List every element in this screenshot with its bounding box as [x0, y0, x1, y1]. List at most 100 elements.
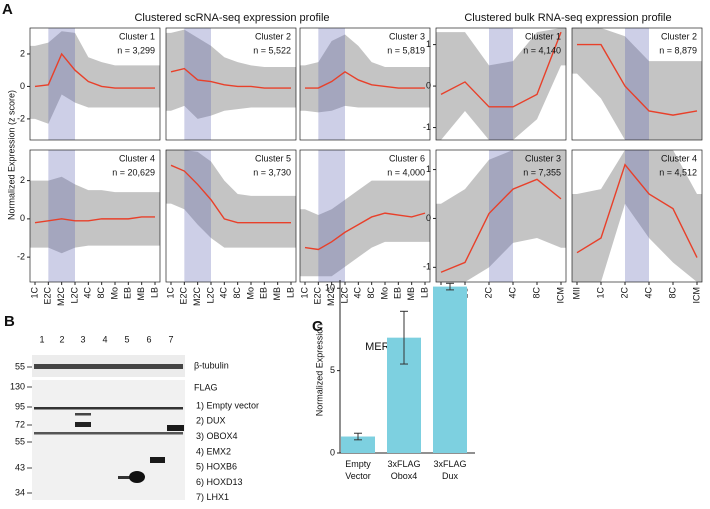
highlight: [48, 28, 75, 140]
y-tick-label: 10: [325, 283, 335, 293]
plot-frame: [435, 27, 567, 141]
blot-band: [150, 457, 165, 463]
x-tick-label: LB: [285, 287, 295, 298]
cluster-count: n = 20,629: [112, 167, 155, 177]
label-line: 3xFLAG: [433, 459, 466, 469]
plot-frame: [29, 149, 161, 283]
range-band: [436, 28, 566, 140]
highlight: [184, 150, 211, 282]
cluster-count: n = 5,522: [253, 45, 291, 55]
x-tick-label: 4C: [219, 287, 229, 299]
label-line: Vector: [345, 471, 371, 481]
highlight: [489, 28, 513, 140]
sample-label: 7) LHX1: [196, 492, 229, 502]
plot-frame: [299, 149, 431, 283]
x-tick-label: 8C: [96, 287, 106, 299]
x-tick-label: MB: [406, 287, 416, 301]
plot: [300, 28, 430, 140]
plot-frame: [165, 149, 297, 283]
marker-label: 55: [15, 436, 25, 446]
plot: [166, 150, 296, 282]
highlight: [625, 150, 649, 282]
panel-label: A: [2, 1, 13, 18]
x-tick-label: 4C: [83, 287, 93, 299]
x-tick-label: M2C: [192, 287, 202, 307]
mean-line: [577, 43, 698, 116]
x-tick-label: E2C: [313, 287, 323, 305]
blot-band: [34, 432, 183, 435]
range-band: [436, 150, 566, 282]
cluster-title: Cluster 3: [389, 31, 425, 41]
mean-line: [305, 70, 425, 89]
y-tick-label: -1: [423, 122, 431, 132]
blot-band: [118, 476, 132, 479]
lane-label: 7: [168, 334, 173, 344]
x-tick-label: 2C: [619, 287, 629, 299]
mean-line: [440, 31, 562, 108]
x-tick-label: 4C: [507, 287, 517, 299]
mean-line: [34, 52, 155, 89]
marker-label: 43: [15, 462, 25, 472]
cluster-count: n = 3,730: [253, 167, 291, 177]
x-tick-label: L2C: [69, 287, 79, 304]
x-tick-label: LB: [149, 287, 159, 298]
section-title: Clustered bulk RNA-seq expression profil…: [464, 12, 671, 24]
y-tick-label: 2: [20, 175, 25, 185]
x-tick-label: EB: [393, 287, 403, 299]
cluster-title: Cluster 6: [389, 153, 425, 163]
cluster-count: n = 4,140: [523, 45, 561, 55]
x-tick-label: 1C: [299, 287, 309, 299]
marker-label: 34: [15, 487, 25, 497]
cluster-title: Cluster 5: [255, 153, 291, 163]
x-tick-label: Mo: [245, 287, 255, 300]
y-tick-label: 0: [20, 81, 25, 91]
plot: [300, 150, 430, 282]
y-tick-label: 0: [426, 80, 431, 90]
y-axis-label: Normalized Expression (z score): [6, 90, 16, 220]
sample-label: 2) DUX: [196, 416, 226, 426]
mean-line: [576, 163, 698, 258]
label-line: Empty: [345, 459, 371, 469]
x-tick-label: L2C: [339, 287, 349, 304]
y-tick-label: 5: [330, 365, 335, 375]
highlight: [489, 150, 513, 282]
x-tick-label: ICM: [691, 287, 701, 304]
plot-frame: [435, 149, 567, 283]
highlight: [318, 150, 345, 282]
cluster-title: Cluster 4: [119, 153, 155, 163]
cluster-count: n = 5,819: [387, 45, 425, 55]
probe-label: β-tubulin: [194, 360, 229, 370]
y-tick-label: -2: [17, 252, 25, 262]
blot-band: [34, 364, 183, 369]
highlight: [318, 28, 345, 140]
x-tick-label: EB: [259, 287, 269, 299]
sample-label: 3) OBOX4: [196, 431, 238, 441]
x-tick-label: 8C: [667, 287, 677, 299]
range-band: [572, 28, 702, 140]
sample-label: 6) HOXD13: [196, 477, 243, 487]
plot: [166, 28, 296, 140]
lane-label: 3: [80, 334, 85, 344]
lane-label: 6: [146, 334, 151, 344]
mean-line: [440, 178, 562, 273]
label-line: Obox4: [391, 471, 418, 481]
highlight: [184, 28, 211, 140]
blot-strip: [32, 380, 185, 500]
plot-frame: [29, 27, 161, 141]
bar: [433, 286, 467, 453]
cluster-title: Cluster 4: [661, 153, 697, 163]
x-tick-label: MB: [272, 287, 282, 301]
x-tick-label: E2C: [43, 287, 53, 305]
x-tick-label: E2C: [179, 287, 189, 305]
lane-label: 4: [102, 334, 107, 344]
plot: [30, 28, 160, 140]
lane-label: 5: [124, 334, 129, 344]
cluster-title: Cluster 2: [255, 31, 291, 41]
cluster-count: n = 3,299: [117, 45, 155, 55]
x-tick-label: M2C: [326, 287, 336, 307]
plot: [30, 150, 160, 282]
y-axis-label: Normalized Expression: [314, 324, 324, 417]
mean-line: [304, 212, 426, 251]
range-band: [572, 150, 702, 282]
panel-label: C: [312, 318, 323, 335]
